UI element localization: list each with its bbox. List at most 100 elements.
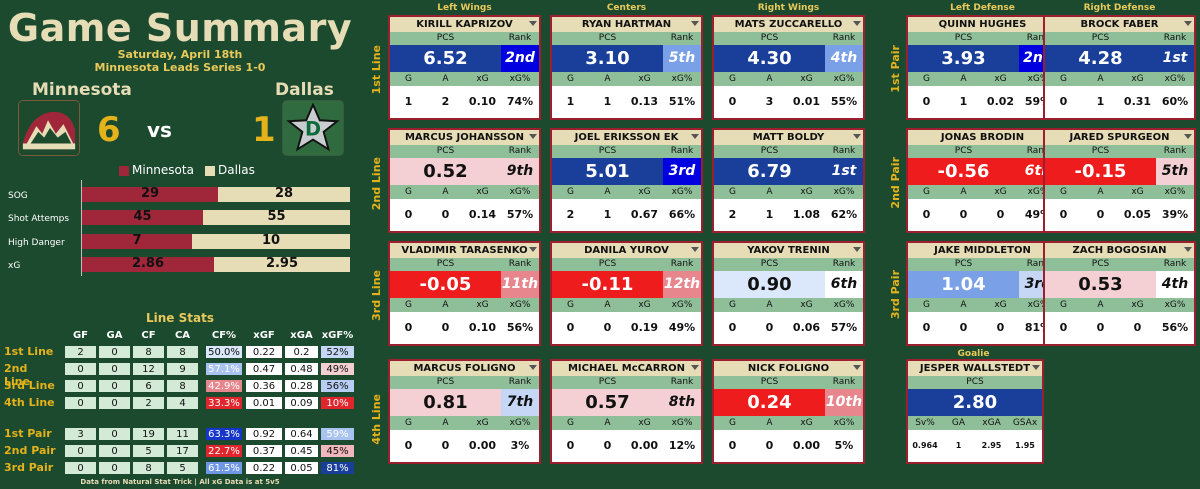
player-name: DANILA YUROV xyxy=(552,243,701,258)
stat-header: xG xyxy=(464,416,501,430)
line-stats-column-header: xGF% xyxy=(321,330,354,341)
chevron-down-icon[interactable] xyxy=(691,21,699,26)
stat-header: xG xyxy=(982,298,1019,312)
rank-value: 5th xyxy=(1156,158,1194,185)
pcs-value: 0.24 xyxy=(714,389,825,416)
chevron-down-icon[interactable] xyxy=(529,365,537,370)
pcs-header: PCS xyxy=(714,145,825,158)
chevron-down-icon[interactable] xyxy=(1184,247,1192,252)
pcs-header: PCS xyxy=(908,258,1019,271)
stat-value: 1 xyxy=(765,208,774,221)
goalie-card: JESPER WALLSTEDT PCS 2.80 Sv% GA xGA GSAx 0.964… xyxy=(906,359,1044,464)
bar-value-minnesota: 45 xyxy=(133,209,152,224)
stat-value: 56% xyxy=(1161,321,1189,334)
stat-value: 74% xyxy=(506,95,534,108)
stat-header: xG xyxy=(1119,185,1156,199)
row-label-1st-line: 1st Line xyxy=(370,45,383,95)
rank-header: Rank xyxy=(501,32,539,45)
stat-value: 0.10 xyxy=(468,95,497,108)
pcs-value: 4.30 xyxy=(714,45,825,72)
chevron-down-icon[interactable] xyxy=(529,134,537,139)
line-stats-column-header: CF% xyxy=(211,330,237,341)
line-stats-cell: 5 xyxy=(132,444,165,458)
line-stats-cell: 61.5% xyxy=(205,461,243,475)
pcs-header: PCS xyxy=(552,376,663,389)
line-stats-column-header: GA xyxy=(106,330,123,341)
chevron-down-icon[interactable] xyxy=(691,247,699,252)
pcs-value: 0.53 xyxy=(1045,271,1156,298)
bar-value-minnesota: 2.86 xyxy=(131,256,165,271)
chevron-down-icon[interactable] xyxy=(853,365,861,370)
line-stats-cell: 63.3% xyxy=(205,427,243,441)
chevron-down-icon[interactable] xyxy=(1184,134,1192,139)
home-score: 6 xyxy=(97,110,121,150)
stat-value: 1.95 xyxy=(1015,441,1035,450)
stat-value: 0 xyxy=(566,321,575,334)
line-stats-cell: 0 xyxy=(64,379,97,393)
chevron-down-icon[interactable] xyxy=(1184,21,1192,26)
line-stats-cell: 0 xyxy=(98,396,131,410)
stat-value: 2.95 xyxy=(981,441,1002,450)
away-score: 1 xyxy=(252,110,276,150)
stat-value: 0 xyxy=(728,95,737,108)
chevron-down-icon[interactable] xyxy=(1032,365,1040,370)
player-name: BROCK FABER xyxy=(1045,17,1194,32)
chevron-down-icon[interactable] xyxy=(691,134,699,139)
line-stats-row-label: 3rd Pair xyxy=(4,461,54,474)
line-stats-cell: 45% xyxy=(320,444,355,458)
pcs-header: PCS xyxy=(1045,145,1156,158)
chevron-down-icon[interactable] xyxy=(853,134,861,139)
chevron-down-icon[interactable] xyxy=(691,365,699,370)
line-stats-cell: 0 xyxy=(98,362,131,376)
pcs-header: PCS xyxy=(714,32,825,45)
rank-header: Rank xyxy=(501,258,539,271)
stat-header: A xyxy=(945,72,982,86)
stat-header: A xyxy=(427,298,464,312)
bar-minnesota xyxy=(82,234,192,249)
stat-header: Sv% xyxy=(908,416,942,430)
pcs-value: -0.11 xyxy=(552,271,663,298)
stat-value: 0 xyxy=(765,439,774,452)
line-stats-cell: 2 xyxy=(132,396,165,410)
pcs-header: PCS xyxy=(714,258,825,271)
stat-value: 1.08 xyxy=(792,208,821,221)
stat-header: xG xyxy=(788,72,825,86)
stat-value: 1 xyxy=(566,95,575,108)
line-stats-cell: 0.48 xyxy=(284,362,319,376)
stat-header: xG% xyxy=(825,72,863,86)
stat-header: xG xyxy=(464,298,501,312)
line-stats-cell: 81% xyxy=(320,461,355,475)
stat-header: A xyxy=(589,298,626,312)
rank-value: 11th xyxy=(501,271,539,298)
stat-header: A xyxy=(1082,298,1119,312)
stat-value: 0 xyxy=(765,321,774,334)
stat-header: xG xyxy=(1119,298,1156,312)
chevron-down-icon[interactable] xyxy=(853,21,861,26)
stat-header: A xyxy=(427,72,464,86)
pcs-header: PCS xyxy=(552,32,663,45)
pcs-value: 0.57 xyxy=(552,389,663,416)
player-name: ZACH BOGOSIAN xyxy=(1045,243,1194,258)
pcs-header: PCS xyxy=(1045,258,1156,271)
line-stats-cell: 5 xyxy=(166,461,199,475)
stat-value: 5% xyxy=(834,439,854,452)
player-name: KIRILL KAPRIZOV xyxy=(390,17,539,32)
data-source-note: Data from Natural Stat Trick | All xG Da… xyxy=(80,478,280,486)
stat-value: 57% xyxy=(506,208,534,221)
pcs-header: PCS xyxy=(908,376,1042,389)
row-label-3rd-line: 3rd Line xyxy=(370,270,383,321)
pcs-value: 6.79 xyxy=(714,158,825,185)
stat-value: 0 xyxy=(922,208,931,221)
chevron-down-icon[interactable] xyxy=(853,247,861,252)
stat-value: 0 xyxy=(1059,321,1068,334)
section-centers: Centers xyxy=(606,3,647,13)
line-stats-cell: 0 xyxy=(98,444,131,458)
chevron-down-icon[interactable] xyxy=(529,247,537,252)
stat-header: GA xyxy=(942,416,975,430)
minnesota-wild-logo-icon xyxy=(18,100,80,156)
chevron-down-icon[interactable] xyxy=(529,21,537,26)
